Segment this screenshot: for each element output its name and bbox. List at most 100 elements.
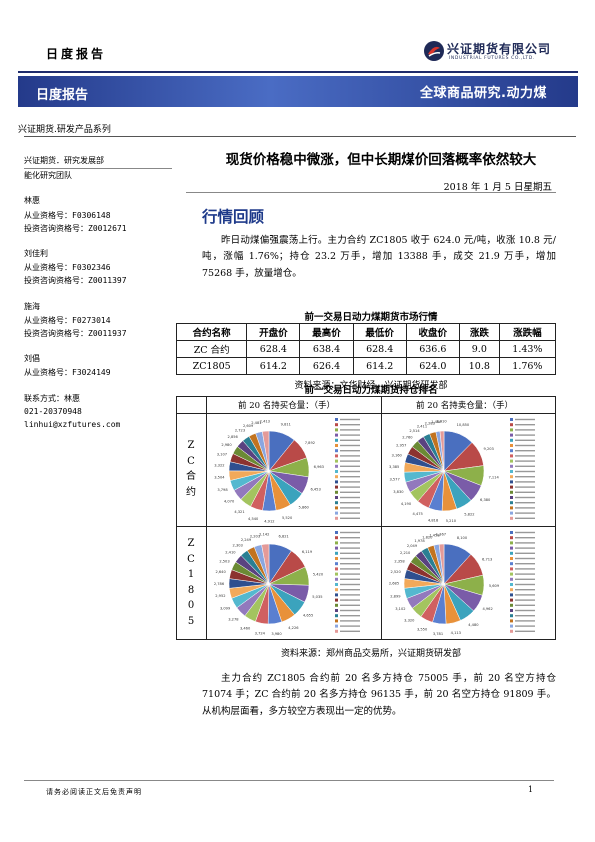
legend-swatch <box>510 557 513 560</box>
legend-entry <box>340 578 360 580</box>
legend-swatch <box>335 449 338 453</box>
grid-line <box>176 413 556 414</box>
legend-entry <box>340 625 360 627</box>
legend-entry <box>515 434 535 436</box>
legend-swatch <box>335 496 338 499</box>
analyst-cert: 投资咨询资格号：Z0011937 <box>24 329 127 339</box>
legend-entry <box>515 517 535 519</box>
legend-swatch <box>335 557 338 560</box>
series-label: 兴证期货.研发产品系列 <box>18 125 111 135</box>
analyst-block: 刘佳利 从业资格号：F0302346 投资咨询资格号：Z0011397 <box>24 247 174 288</box>
analyst-cert: 从业资格号：F0302346 <box>24 263 111 273</box>
pie-value-label: 3,385 <box>389 465 399 469</box>
pie-value-label: 4,190 <box>401 502 412 506</box>
legend-swatch <box>510 501 513 505</box>
legend-swatch <box>335 516 338 520</box>
pie-value-label: 2,520 <box>390 570 401 574</box>
legend-entry <box>515 578 535 580</box>
pie-value-label: 3,320 <box>404 619 415 623</box>
pie-value-label: 3,830 <box>393 490 404 494</box>
legend-entry <box>515 429 535 431</box>
legend-swatch <box>335 562 338 566</box>
legend-entry <box>515 512 535 514</box>
legend-swatch <box>335 583 338 586</box>
pie-value-label: 2,514 <box>409 429 420 433</box>
pie-value-label: 5,420 <box>313 572 324 576</box>
grid-line <box>555 396 556 640</box>
legend-entry <box>340 418 360 421</box>
legend-entry <box>340 594 360 596</box>
footer-divider <box>24 780 554 781</box>
table-cell: 624.0 <box>405 357 460 375</box>
contact-email[interactable]: linhui@xzfutures.com <box>24 420 121 430</box>
legend-entry <box>340 609 360 612</box>
pie-value-label: 2,203 <box>250 535 260 539</box>
pie-zc1805-short: 8,100 6,713 5,609 4,962 4,480 4,113 3,781 3,550… <box>382 527 556 637</box>
pie-value-label: 6,821 <box>279 535 289 539</box>
legend-swatch <box>510 614 513 618</box>
legend-swatch <box>510 536 513 540</box>
pie-value-label: 2,723 <box>235 429 245 433</box>
market-table-title: 前一交易日动力煤期货市场行情 <box>304 312 438 323</box>
pie-value-label: 4,912 <box>264 520 274 524</box>
legend-entry <box>515 542 535 544</box>
pie-zc1805-long: 6,821 6,119 5,420 5,035 4,655 4,226 3,980 3,724… <box>207 527 381 637</box>
legend-swatch <box>510 588 513 592</box>
analyst-cert: 投资咨询资格号：Z0012671 <box>24 223 127 233</box>
pie-value-label: 9,203 <box>484 447 494 451</box>
legend-swatch <box>510 464 513 468</box>
legend-swatch <box>335 454 338 458</box>
pie-value-label: 3,577 <box>389 477 399 481</box>
pie-value-label: 2,411 <box>417 425 427 429</box>
table-cell: 1.76% <box>498 357 557 375</box>
legend-swatch <box>510 562 513 566</box>
pie-value-label: 5,520 <box>282 516 293 520</box>
legend-entry <box>515 531 535 534</box>
legend-entry <box>515 563 535 565</box>
table-cell: 628.4 <box>352 340 407 358</box>
analyst-cert: 从业资格号：F0306148 <box>24 210 111 220</box>
header-divider <box>18 71 578 73</box>
pie-slice <box>438 543 445 585</box>
pie-value-label: 2,049 <box>407 544 418 548</box>
legend-swatch <box>510 433 513 437</box>
pie-value-label: 5,822 <box>464 513 474 517</box>
pie-zc-long: 9,811 7,892 6,963 6,453 5,860 5,520 4,912 4,540… <box>207 414 381 524</box>
pie-value-label: 7,114 <box>488 475 499 479</box>
legend-swatch <box>335 485 338 489</box>
legend-entry <box>515 583 535 586</box>
legend-swatch <box>335 614 338 618</box>
legend-swatch <box>335 506 338 510</box>
legend-entry <box>340 470 360 473</box>
pie-value-label: 1,460 <box>431 420 442 424</box>
grid-line <box>381 396 382 640</box>
legend-swatch <box>510 531 513 534</box>
legend-swatch <box>335 624 338 628</box>
short-position-header: 前 20 名持卖仓量：（手） <box>416 401 513 411</box>
legend-entry <box>515 552 535 554</box>
legend-entry <box>515 594 535 596</box>
legend-swatch <box>335 433 338 437</box>
title-banner <box>18 76 578 107</box>
legend-swatch <box>335 475 338 479</box>
legend-entry <box>340 557 360 560</box>
pie-value-label: 3,322 <box>214 464 224 468</box>
grid-line <box>176 639 556 640</box>
pie-value-label: 3,099 <box>220 607 231 611</box>
legend-swatch <box>510 490 513 494</box>
legend-swatch <box>510 516 513 520</box>
pie-value-label: 3,160 <box>392 453 403 457</box>
legend-entry <box>340 537 360 539</box>
pie-value-label: 5,860 <box>299 506 310 510</box>
pie-value-label: 2,210 <box>400 551 411 555</box>
legend-entry <box>340 573 360 575</box>
logo-text-en: INDUSTRIAL FUTURES CO.,LTD. <box>449 56 535 61</box>
logo-text-cn: 兴证期货有限公司 <box>447 42 552 56</box>
legend-swatch <box>510 572 513 576</box>
pie-value-label: 1,367 <box>436 533 446 537</box>
legend-entry <box>340 563 360 565</box>
legend-swatch <box>510 418 513 421</box>
pie-value-label: 3,724 <box>255 632 266 636</box>
legend-entry <box>340 599 360 601</box>
legend-swatch <box>510 444 513 447</box>
